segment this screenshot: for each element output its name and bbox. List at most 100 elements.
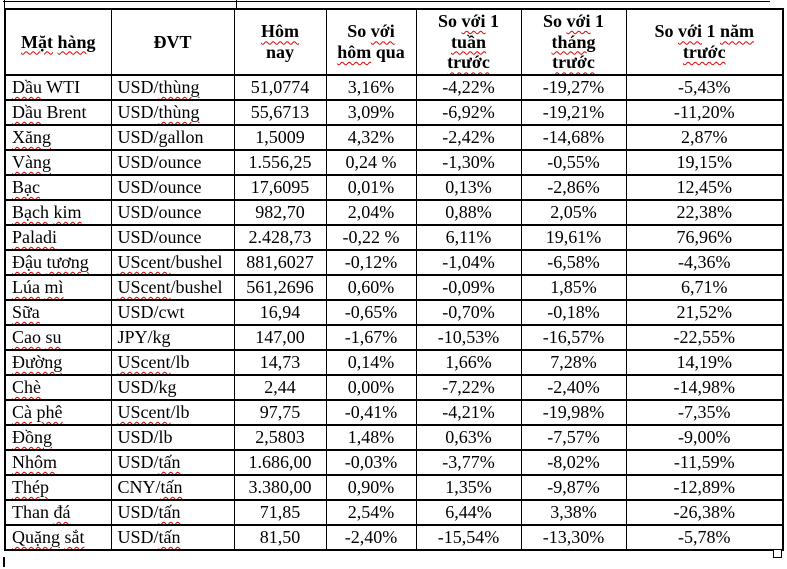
plain-text: USD/ounce xyxy=(117,152,202,173)
today-price-cell: 982,70 xyxy=(233,199,327,227)
misspelled-word: Sữa xyxy=(12,302,40,323)
plain-text: So xyxy=(654,21,679,42)
today-price-cell: 97,75 xyxy=(233,399,327,427)
vs-yesterday-cell: -0,65% xyxy=(325,299,417,327)
commodity-cell: Paladi xyxy=(4,224,112,252)
vs-month-cell: -16,57% xyxy=(520,324,627,352)
vs-yesterday-cell: 3,09% xyxy=(325,99,417,127)
today-price-cell: 1.556,25 xyxy=(233,149,327,177)
unit-cell: USD/ounce xyxy=(110,199,235,227)
commodity-cell: Chè xyxy=(4,374,112,402)
vs-month-cell: -8,02% xyxy=(520,449,627,477)
table-row: Đậu tương UScent/bushel 881,6027 -0,12% -1,0… xyxy=(4,249,784,277)
commodity-cell: Đồng xyxy=(4,424,112,452)
vs-week-cell: 6,44% xyxy=(415,499,522,527)
table-row: Bạch kim USD/ounce 982,70 2,04% 0,88% 2,05% 22… xyxy=(4,199,784,227)
table-resize-handle[interactable] xyxy=(773,549,782,558)
header-vs-yesterday: So với hôm qua xyxy=(325,7,417,77)
table-row: Than đá USD/tấn 71,85 2,54% 6,44% 3,38% -26,38… xyxy=(4,499,784,527)
misspelled-word: tấn xyxy=(158,502,181,523)
vs-year-cell: 12,45% xyxy=(625,174,784,202)
vs-month-cell: -19,98% xyxy=(520,399,627,427)
unit-cell: USD/thùng xyxy=(110,99,235,127)
vs-year-cell: -14,98% xyxy=(625,374,784,402)
today-price-cell: 2,5803 xyxy=(233,424,327,452)
unit-cell: UScent/lb xyxy=(110,399,235,427)
vs-year-cell: -11,59% xyxy=(625,449,784,477)
unit-cell: USD/cwt xyxy=(110,299,235,327)
plain-text: USD/ xyxy=(117,77,159,98)
today-price-cell: 561,2696 xyxy=(233,274,327,302)
vs-month-cell: -7,57% xyxy=(520,424,627,452)
header-vs-year: So với 1 năm trước xyxy=(625,7,784,77)
misspelled-word: với xyxy=(461,11,486,31)
misspelled-word: thùng xyxy=(158,102,200,123)
unit-cell: USD/lb xyxy=(110,424,235,452)
vs-year-cell: -22,55% xyxy=(625,324,784,352)
table-row: Quặng sắt USD/tấn 81,50 -2,40% -15,54% -13,30… xyxy=(4,524,784,552)
vs-yesterday-cell: 2,04% xyxy=(325,199,417,227)
vs-yesterday-cell: 3,16% xyxy=(325,74,417,102)
unit-cell: USD/ounce xyxy=(110,174,235,202)
plain-text: /bushel xyxy=(170,252,223,273)
unit-cell: UScent/bushel xyxy=(110,274,235,302)
vs-yesterday-cell: 0,90% xyxy=(325,474,417,502)
vs-week-cell: -2,42% xyxy=(415,124,522,152)
vs-month-cell: -13,30% xyxy=(520,524,627,552)
misspelled-word: hôm xyxy=(337,42,372,63)
misspelled-word: Đường xyxy=(12,352,63,373)
misspelled-word: trước xyxy=(682,42,726,63)
misspelled-word: tấn xyxy=(160,477,183,498)
vs-month-cell: -19,27% xyxy=(520,74,627,102)
commodity-cell: Đậu tương xyxy=(4,249,112,277)
vs-yesterday-cell: 4,32% xyxy=(325,124,417,152)
table-body: Dầu WTI USD/thùng 51,0774 3,16% -4,22% -19,27… xyxy=(4,74,784,552)
plain-text: nay xyxy=(265,42,294,63)
vs-yesterday-cell: 0,01% xyxy=(325,174,417,202)
unit-cell: UScent/lb xyxy=(110,349,235,377)
misspelled-word: trước xyxy=(552,52,595,73)
header-today: Hôm nay xyxy=(233,7,327,77)
misspelled-word: tương xyxy=(46,252,89,273)
misspelled-word: Dầu xyxy=(12,77,42,98)
unit-cell: USD/tấn xyxy=(110,449,235,477)
table-row: Cà phê UScent/lb 97,75 -0,41% -4,21% -19,98% -… xyxy=(4,399,784,427)
vs-week-cell: 0,88% xyxy=(415,199,522,227)
misspelled-word: phê xyxy=(36,402,63,423)
table-row: Vàng USD/ounce 1.556,25 0,24 % -1,30% -0,55% 1… xyxy=(4,149,784,177)
misspelled-word: tuần xyxy=(450,31,486,52)
commodity-cell: Lúa mì xyxy=(4,274,112,302)
table-row: Đồng USD/lb 2,5803 1,48% 0,63% -7,57% -9,00% xyxy=(4,424,784,452)
vs-week-cell: 0,13% xyxy=(415,174,522,202)
plain-text: USD/kg xyxy=(117,377,177,398)
table-row: Bạc USD/ounce 17,6095 0,01% 0,13% -2,86% 12,45… xyxy=(4,174,784,202)
plain-text: USD/ounce xyxy=(117,177,202,198)
plain-text: USD/ xyxy=(117,502,159,523)
vs-year-cell: 19,15% xyxy=(625,149,784,177)
plain-text: /lb xyxy=(170,352,190,373)
misspelled-word: Nhôm xyxy=(12,452,57,473)
commodity-cell: Cà phê xyxy=(4,399,112,427)
misspelled-word: Hôm xyxy=(261,21,299,42)
plain-text: USD/ounce xyxy=(117,227,202,248)
table-row: Xăng USD/gallon 1,5009 4,32% -2,42% -14,68% 2,… xyxy=(4,124,784,152)
vs-yesterday-cell: 0,00% xyxy=(325,374,417,402)
misspelled-word: Đậu xyxy=(12,252,42,273)
table-row: Cao su JPY/kg 147,00 -1,67% -10,53% -16,57% -2… xyxy=(4,324,784,352)
misspelled-word: kim xyxy=(53,202,82,223)
vs-yesterday-cell: -0,22 % xyxy=(325,224,417,252)
misspelled-word: với xyxy=(678,21,702,42)
plain-text: Brent xyxy=(42,102,87,123)
misspelled-word: su xyxy=(45,327,62,348)
clipped-content-border xyxy=(3,1,770,2)
table-row: Dầu Brent USD/thùng 55,6713 3,09% -6,92% -19,… xyxy=(4,99,784,127)
vs-yesterday-cell: 0,14% xyxy=(325,349,417,377)
text-cursor xyxy=(3,557,5,567)
vs-week-cell: 6,11% xyxy=(415,224,522,252)
today-price-cell: 81,50 xyxy=(233,524,327,552)
commodity-cell: Thép xyxy=(4,474,112,502)
today-price-cell: 14,73 xyxy=(233,349,327,377)
plain-text: USD/lb xyxy=(117,427,173,448)
plain-text: So xyxy=(543,11,567,31)
vs-week-cell: -4,22% xyxy=(415,74,522,102)
